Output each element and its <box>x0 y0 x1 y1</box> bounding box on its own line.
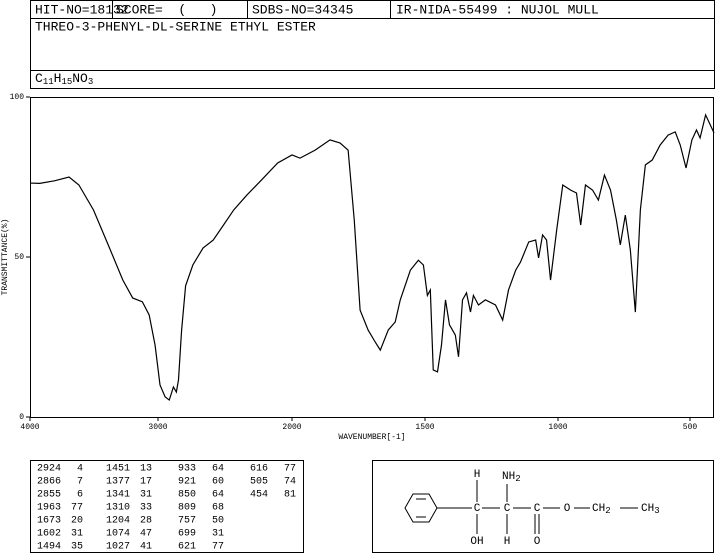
atom-label: C <box>504 503 511 515</box>
peak-transmittance: 77 <box>71 503 83 514</box>
atom-label: OH <box>470 536 483 548</box>
peak-transmittance: 20 <box>71 516 83 527</box>
x-tick-label: 3000 <box>148 423 167 432</box>
spectrum-line <box>29 113 715 402</box>
structure-box <box>372 460 714 553</box>
peak-wavenumber: 1074 <box>106 529 130 540</box>
peak-transmittance: 74 <box>284 477 296 488</box>
peak-wavenumber: 616 <box>250 464 268 475</box>
hit-no: HIT-NO=18132 <box>35 2 129 17</box>
plot-frame <box>30 97 714 418</box>
y-tick-label: 0 <box>19 413 24 422</box>
peak-wavenumber: 1673 <box>37 516 61 527</box>
peak-transmittance: 64 <box>212 464 224 475</box>
atom-label: O <box>564 503 571 515</box>
peak-wavenumber: 621 <box>178 542 196 553</box>
formula: C11H15NO3 <box>35 71 93 87</box>
x-tick-label: 1000 <box>548 423 567 432</box>
x-tick-label: 1500 <box>415 423 434 432</box>
peak-wavenumber: 2866 <box>37 477 61 488</box>
atom-label: NH2 <box>502 471 521 484</box>
peak-wavenumber: 809 <box>178 503 196 514</box>
peak-wavenumber: 1377 <box>106 477 130 488</box>
peak-wavenumber: 850 <box>178 490 196 501</box>
peak-transmittance: 33 <box>140 503 152 514</box>
peak-transmittance: 64 <box>212 490 224 501</box>
peak-wavenumber: 505 <box>250 477 268 488</box>
peak-wavenumber: 1310 <box>106 503 130 514</box>
atom-label: CH2 <box>592 503 611 516</box>
peak-wavenumber: 1204 <box>106 516 130 527</box>
peak-transmittance: 47 <box>140 529 152 540</box>
atom-label: CH3 <box>641 503 660 516</box>
atom-label: H <box>504 536 511 548</box>
x-tick-label: 500 <box>683 423 698 432</box>
peak-transmittance: 60 <box>212 477 224 488</box>
peak-transmittance: 31 <box>212 529 224 540</box>
peak-wavenumber: 757 <box>178 516 196 527</box>
peak-wavenumber: 2855 <box>37 490 61 501</box>
peak-transmittance: 77 <box>284 464 296 475</box>
peak-wavenumber: 921 <box>178 477 196 488</box>
peak-transmittance: 41 <box>140 542 152 553</box>
atom-label: C <box>534 503 541 515</box>
x-tick-label: 4000 <box>20 423 39 432</box>
peak-wavenumber: 454 <box>250 490 268 501</box>
peak-transmittance: 31 <box>140 490 152 501</box>
peak-transmittance: 50 <box>212 516 224 527</box>
peak-transmittance: 17 <box>140 477 152 488</box>
atom-label: C <box>474 503 481 515</box>
x-tick-label: 2000 <box>282 423 301 432</box>
method: IR-NIDA-55499 : NUJOL MULL <box>396 2 599 17</box>
peak-transmittance: 35 <box>71 542 83 553</box>
peak-transmittance: 28 <box>140 516 152 527</box>
y-tick-label: 100 <box>10 93 25 102</box>
peak-wavenumber: 699 <box>178 529 196 540</box>
peak-transmittance: 31 <box>71 529 83 540</box>
peak-transmittance: 77 <box>212 542 224 553</box>
structure <box>404 480 638 534</box>
atom-label: O <box>534 536 541 548</box>
peak-wavenumber: 1341 <box>106 490 130 501</box>
peak-transmittance: 6 <box>77 490 83 501</box>
peak-wavenumber: 1494 <box>37 542 61 553</box>
peak-wavenumber: 933 <box>178 464 196 475</box>
peak-wavenumber: 1451 <box>106 464 130 475</box>
peak-transmittance: 68 <box>212 503 224 514</box>
compound-title: THREO-3-PHENYL-DL-SERINE ETHYL ESTER <box>35 19 316 34</box>
peak-wavenumber: 1963 <box>37 503 61 514</box>
formula-box <box>30 70 715 89</box>
y-tick-label: 50 <box>14 253 24 262</box>
peak-transmittance: 13 <box>140 464 152 475</box>
peak-transmittance: 4 <box>77 464 83 475</box>
x-axis-label: WAVENUMBER[-1] <box>338 433 405 442</box>
peak-transmittance: 81 <box>284 490 296 501</box>
peak-wavenumber: 1602 <box>37 529 61 540</box>
atom-label: H <box>474 469 481 481</box>
peak-wavenumber: 2924 <box>37 464 61 475</box>
sdbs-no: SDBS-NO=34345 <box>252 2 353 17</box>
peak-transmittance: 7 <box>77 477 83 488</box>
y-axis-label: TRANSMITTANCE(%) <box>1 219 10 296</box>
peak-wavenumber: 1027 <box>106 542 130 553</box>
score: SCORE= ( ) <box>116 2 217 17</box>
